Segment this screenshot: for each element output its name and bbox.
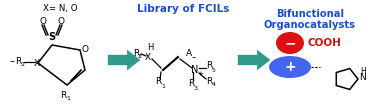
- Text: R: R: [206, 77, 212, 85]
- Text: O: O: [82, 45, 88, 54]
- Text: Bifunctional
Organocatalysts: Bifunctional Organocatalysts: [264, 9, 356, 30]
- Text: 5: 5: [212, 68, 216, 72]
- Text: N: N: [191, 65, 199, 75]
- Text: 3: 3: [194, 85, 198, 91]
- Text: R: R: [206, 62, 212, 70]
- Polygon shape: [108, 50, 140, 70]
- Text: H: H: [147, 43, 153, 51]
- Text: S: S: [48, 32, 56, 42]
- Ellipse shape: [276, 32, 304, 54]
- Text: R: R: [15, 56, 21, 66]
- Text: R: R: [60, 91, 66, 100]
- Text: –: –: [192, 54, 196, 62]
- Ellipse shape: [269, 56, 311, 78]
- Text: A: A: [186, 49, 192, 58]
- Text: 2: 2: [20, 62, 24, 68]
- Text: O: O: [39, 18, 46, 26]
- Text: R: R: [155, 77, 161, 87]
- Text: X= N, O: X= N, O: [43, 5, 77, 14]
- Text: 1: 1: [66, 96, 70, 102]
- Text: O: O: [57, 18, 65, 26]
- Text: X: X: [145, 52, 151, 62]
- Text: 2: 2: [138, 54, 142, 60]
- Text: –: –: [9, 56, 14, 66]
- Text: −: −: [284, 36, 296, 50]
- Text: +: +: [284, 60, 296, 74]
- Text: R: R: [133, 49, 139, 58]
- Text: COOH: COOH: [308, 38, 342, 48]
- Text: H: H: [360, 66, 366, 75]
- Text: 1: 1: [161, 83, 165, 89]
- Text: R: R: [188, 79, 194, 89]
- Text: N: N: [359, 72, 366, 81]
- Text: +: +: [197, 71, 203, 77]
- Text: Library of FCILs: Library of FCILs: [137, 4, 229, 14]
- Text: X: X: [34, 60, 40, 68]
- Text: 4: 4: [212, 83, 216, 87]
- Polygon shape: [238, 50, 270, 70]
